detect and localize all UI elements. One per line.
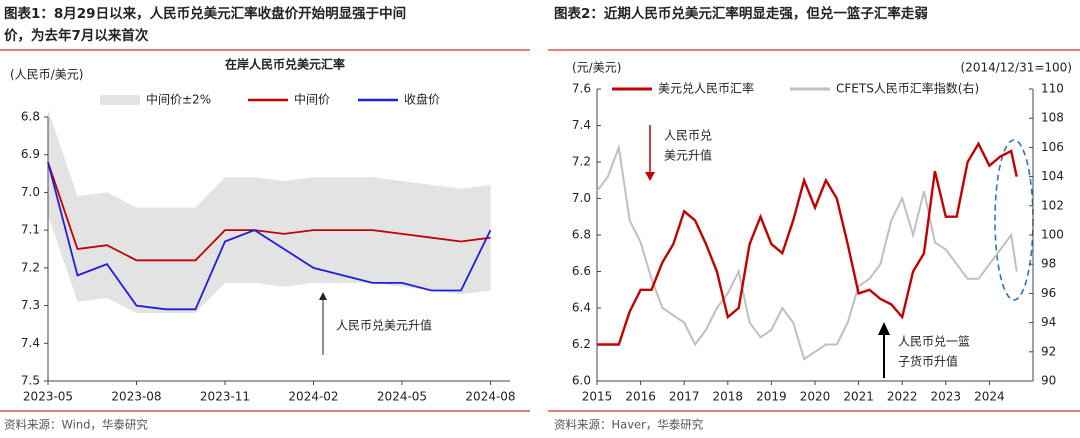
- y-tick-label: 6.6: [572, 264, 591, 278]
- x-tick-label: 2023-05: [23, 390, 73, 404]
- y2-axis-label: (2014/12/31=100): [961, 61, 1073, 75]
- source: 资料来源：Haver，华泰研究: [554, 418, 704, 432]
- annotation: 人民币兑美元升值: [336, 318, 432, 333]
- y-tick-label: 7.1: [21, 223, 40, 237]
- annotation: 子货币升值: [898, 354, 958, 369]
- annotation: 美元升值: [664, 148, 712, 163]
- x-tick-label: 2019: [756, 390, 787, 404]
- y-tick-label: 7.4: [572, 118, 591, 132]
- y2-tick-label: 100: [1041, 228, 1064, 242]
- legend-swatch: [100, 95, 140, 105]
- y2-tick-label: 104: [1041, 169, 1064, 183]
- legend-label: 中间价: [294, 92, 330, 107]
- series-line: [47, 162, 491, 262]
- y-axis-label: (人民币/美元): [10, 68, 83, 82]
- y-tick-label: 6.9: [21, 147, 40, 161]
- series-line: [47, 162, 492, 311]
- x-tick-label: 2017: [669, 390, 700, 404]
- y-tick-label: 7.3: [21, 298, 40, 312]
- y-tick-label: 7.5: [21, 374, 40, 388]
- y-axis-label: (元/美元): [572, 61, 621, 75]
- series-line: [597, 141, 1018, 346]
- chart-title: 图表2：近期人民币兑美元汇率明显走强，但兑一篮子汇率走弱: [554, 5, 928, 22]
- y2-tick-label: 98: [1041, 257, 1056, 271]
- x-tick-label: 2023-11: [200, 390, 250, 404]
- x-tick-label: 2021: [843, 390, 874, 404]
- y2-tick-label: 94: [1041, 315, 1056, 329]
- y-tick-label: 6.8: [21, 110, 40, 124]
- x-tick-label: 2020: [800, 390, 831, 404]
- y-tick-label: 6.4: [572, 301, 591, 315]
- legend-label: 中间价±2%: [146, 92, 211, 107]
- chart-title: 价，为去年7月以来首次: [4, 27, 149, 44]
- arrow-head: [319, 292, 327, 300]
- x-tick-label: 2015: [582, 390, 613, 404]
- x-tick-label: 2024-02: [288, 390, 338, 404]
- y-tick-label: 7.2: [572, 155, 591, 169]
- y2-tick-label: 92: [1041, 344, 1056, 358]
- x-tick-label: 2018: [713, 390, 744, 404]
- legend-label: CFETS人民币汇率指数(右): [836, 81, 979, 96]
- arrow-head: [878, 322, 890, 335]
- annotation: 人民币兑一篮: [898, 334, 970, 349]
- y2-tick-label: 102: [1041, 198, 1064, 212]
- y-tick-label: 7.0: [21, 185, 40, 199]
- y2-tick-label: 96: [1041, 286, 1056, 300]
- legend-label: 美元兑人民币汇率: [658, 81, 754, 96]
- y2-tick-label: 110: [1041, 82, 1064, 96]
- x-tick-label: 2024-05: [377, 390, 427, 404]
- y-tick-label: 7.4: [21, 336, 40, 350]
- y2-tick-label: 108: [1041, 111, 1064, 125]
- y2-tick-label: 106: [1041, 140, 1064, 154]
- legend-label: 收盘价: [404, 92, 440, 107]
- y-tick-label: 6.0: [572, 374, 591, 388]
- arrow-head: [645, 172, 655, 181]
- annotation: 人民币兑: [664, 129, 712, 143]
- x-tick-label: 2022: [887, 390, 918, 404]
- chart-title: 图表1：8月29日以来，人民币兑美元汇率收盘价开始明显强于中间: [4, 5, 406, 22]
- source: 资料来源：Wind，华泰研究: [4, 418, 148, 432]
- y-tick-label: 7.0: [572, 191, 591, 205]
- chart-subtitle: 在岸人民币兑美元汇率: [225, 57, 345, 72]
- band-area: [48, 109, 491, 314]
- x-tick-label: 2023: [931, 390, 962, 404]
- y-tick-label: 7.6: [572, 82, 591, 96]
- y-tick-label: 7.2: [21, 260, 40, 274]
- y2-tick-label: 90: [1041, 374, 1056, 388]
- x-tick-label: 2024-08: [465, 390, 515, 404]
- y-tick-label: 6.2: [572, 337, 591, 351]
- x-tick-label: 2024: [974, 390, 1005, 404]
- x-tick-label: 2023-08: [111, 390, 161, 404]
- y-tick-label: 6.8: [572, 228, 591, 242]
- series-line: [596, 143, 1018, 361]
- x-tick-label: 2016: [625, 390, 656, 404]
